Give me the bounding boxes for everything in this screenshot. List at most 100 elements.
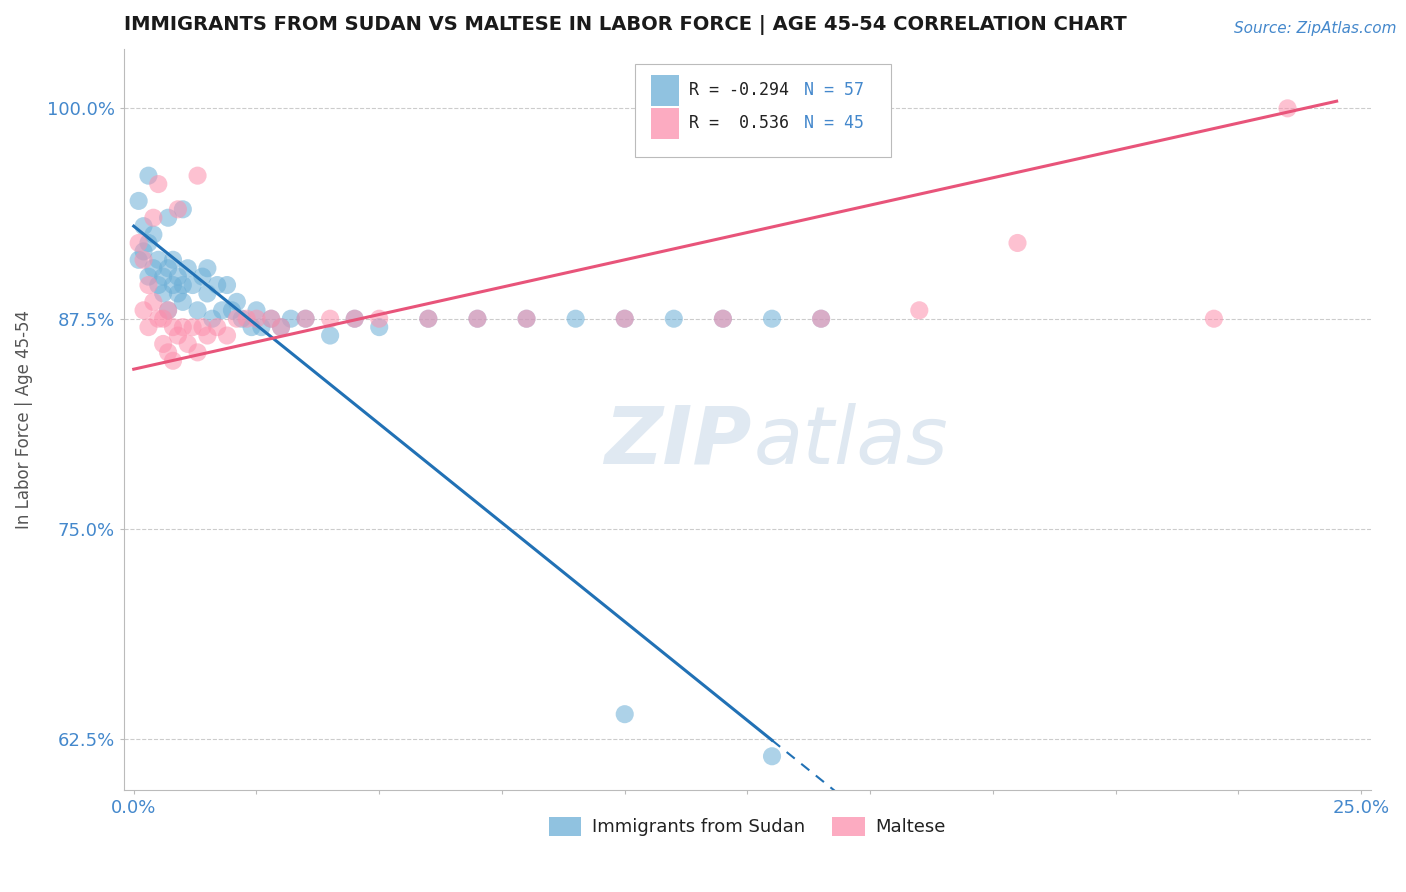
Point [343, 311, 366, 326]
Point [187, 169, 209, 183]
Point [132, 252, 155, 267]
Point [1202, 311, 1225, 326]
Point [613, 311, 636, 326]
Point [810, 311, 832, 326]
Point [142, 227, 165, 242]
Text: R =  0.536: R = 0.536 [689, 114, 789, 133]
Point [215, 278, 238, 293]
Point [138, 269, 160, 284]
Point [187, 345, 209, 359]
Point [467, 311, 489, 326]
Point [368, 320, 391, 334]
Point [128, 194, 150, 208]
Point [231, 311, 253, 326]
Point [294, 311, 316, 326]
Point [132, 244, 155, 259]
Point [181, 278, 204, 293]
Point [167, 286, 190, 301]
Legend: Immigrants from Sudan, Maltese: Immigrants from Sudan, Maltese [548, 817, 946, 837]
Point [515, 311, 537, 326]
Point [810, 311, 832, 326]
Text: ZIP: ZIP [605, 403, 751, 481]
Text: IMMIGRANTS FROM SUDAN VS MALTESE IN LABOR FORCE | AGE 45-54 CORRELATION CHART: IMMIGRANTS FROM SUDAN VS MALTESE IN LABO… [124, 15, 1126, 35]
Point [245, 303, 267, 318]
Point [418, 311, 440, 326]
Point [167, 328, 190, 343]
Point [172, 278, 194, 293]
Point [260, 311, 283, 326]
Bar [651, 75, 679, 106]
Point [138, 235, 160, 250]
Point [711, 311, 734, 326]
Point [172, 294, 194, 309]
Point [152, 269, 174, 284]
Point [172, 320, 194, 334]
Text: atlas: atlas [754, 403, 949, 481]
Point [157, 211, 180, 225]
Point [343, 311, 366, 326]
Point [564, 311, 586, 326]
Point [187, 303, 209, 318]
Point [132, 303, 155, 318]
Point [142, 261, 165, 276]
Text: N = 57: N = 57 [804, 81, 863, 99]
Point [128, 252, 150, 267]
Point [613, 311, 636, 326]
Point [191, 320, 214, 334]
Point [280, 311, 302, 326]
Point [1007, 235, 1029, 250]
Point [167, 269, 190, 284]
Point [908, 303, 931, 318]
Point [148, 278, 170, 293]
Point [138, 320, 160, 334]
Point [294, 311, 316, 326]
Text: R = -0.294: R = -0.294 [689, 81, 789, 99]
Point [142, 211, 165, 225]
Point [148, 177, 170, 191]
Point [162, 252, 184, 267]
Point [319, 328, 342, 343]
Point [195, 328, 218, 343]
Point [467, 311, 489, 326]
Point [195, 261, 218, 276]
Point [319, 311, 342, 326]
Point [128, 235, 150, 250]
Y-axis label: In Labor Force | Age 45-54: In Labor Force | Age 45-54 [15, 310, 32, 529]
Point [177, 261, 200, 276]
Point [157, 303, 180, 318]
Point [162, 353, 184, 368]
Point [245, 311, 267, 326]
Point [1277, 101, 1299, 115]
Point [148, 311, 170, 326]
Point [148, 252, 170, 267]
Point [162, 278, 184, 293]
Point [167, 202, 190, 217]
Text: Source: ZipAtlas.com: Source: ZipAtlas.com [1233, 21, 1396, 36]
Point [270, 320, 292, 334]
Point [260, 311, 283, 326]
Point [157, 261, 180, 276]
Point [152, 286, 174, 301]
Point [195, 286, 218, 301]
Point [157, 303, 180, 318]
Point [221, 303, 243, 318]
Point [142, 294, 165, 309]
Point [235, 311, 257, 326]
Point [240, 320, 263, 334]
Point [225, 311, 247, 326]
Point [177, 337, 200, 351]
Point [711, 311, 734, 326]
Point [211, 303, 233, 318]
Point [761, 311, 783, 326]
Point [172, 202, 194, 217]
Point [191, 269, 214, 284]
Point [418, 311, 440, 326]
Point [662, 311, 685, 326]
Point [162, 320, 184, 334]
Point [205, 320, 228, 334]
Point [138, 278, 160, 293]
Point [250, 320, 273, 334]
Point [157, 345, 180, 359]
Point [205, 278, 228, 293]
Point [613, 707, 636, 722]
